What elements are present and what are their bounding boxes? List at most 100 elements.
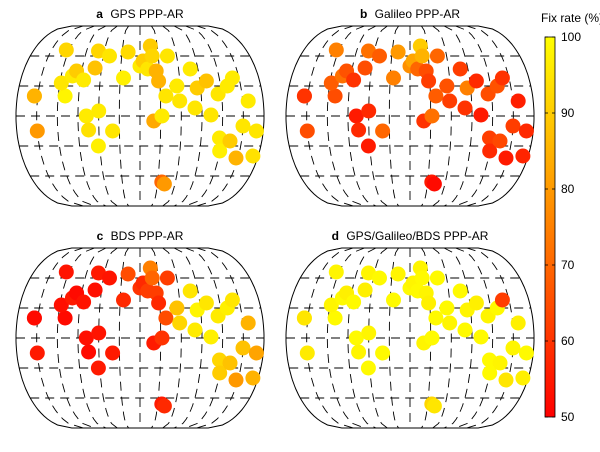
station-marker: [468, 73, 484, 89]
station-marker: [212, 365, 228, 381]
graticule-meridian: [185, 247, 224, 429]
station-marker: [351, 122, 367, 138]
station-marker: [414, 270, 430, 286]
station-marker: [357, 60, 373, 76]
station-marker: [78, 330, 94, 346]
station-marker: [58, 42, 74, 58]
station-marker: [120, 44, 136, 60]
station-marker: [482, 143, 498, 159]
station-marker: [482, 365, 498, 381]
station-marker: [235, 118, 251, 134]
station-marker: [346, 72, 362, 88]
station-marker: [120, 266, 136, 282]
panel-d-title-text: GPS/Galileo/BDS PPP-AR: [346, 229, 488, 243]
station-marker: [414, 48, 430, 64]
station-marker: [187, 322, 203, 338]
station-marker: [182, 61, 198, 77]
colorbar: 100 90 80 70 60 50 Fix rate (%): [541, 11, 600, 424]
station-marker: [457, 322, 473, 338]
graticule-meridian: [196, 247, 244, 429]
panel-d-letter: d: [332, 229, 339, 243]
station-marker: [452, 61, 468, 77]
station-marker: [492, 133, 508, 149]
graticule-meridian: [326, 25, 365, 207]
station-marker: [426, 176, 442, 192]
station-marker: [228, 372, 244, 388]
station-marker: [428, 310, 444, 326]
graticule-meridian: [77, 25, 107, 207]
station-marker: [323, 75, 339, 91]
graticule-meridian: [388, 25, 399, 207]
graticule-meridian: [455, 25, 494, 207]
station-marker: [421, 73, 437, 89]
graticule-meridian: [455, 247, 494, 429]
station-marker: [327, 310, 343, 326]
panel-a-title-text: GPS PPP-AR: [110, 7, 184, 21]
panel-a-map: [15, 25, 265, 207]
station-marker: [228, 150, 244, 166]
station-marker: [182, 283, 198, 299]
station-marker: [90, 360, 106, 376]
graticule-meridian: [347, 25, 377, 207]
graticule-meridian: [118, 247, 129, 429]
colorbar-tick-label: 70: [561, 258, 575, 272]
station-marker: [158, 310, 174, 326]
station-marker: [494, 70, 510, 86]
graticule-meridian: [306, 25, 354, 207]
station-marker: [299, 123, 315, 139]
station-marker: [505, 340, 521, 356]
station-marker: [156, 398, 172, 414]
graticule-meridian: [466, 247, 514, 429]
graticule-meridian: [443, 247, 473, 429]
station-marker: [245, 370, 261, 386]
station-marker: [222, 133, 238, 149]
station-marker: [26, 88, 42, 104]
colorbar-gradient: [544, 36, 556, 418]
station-marker: [198, 295, 214, 311]
station-marker: [57, 88, 73, 104]
station-marker: [429, 48, 445, 64]
colorbar-tick-label: 90: [561, 106, 575, 120]
station-marker: [78, 108, 94, 124]
graticule-meridian: [196, 25, 244, 207]
graticule-meridian: [56, 247, 95, 429]
station-marker: [515, 148, 531, 164]
panel-b-title: b Galileo PPP-AR: [360, 7, 460, 21]
station-marker: [154, 330, 170, 346]
graticule-meridian: [162, 25, 182, 207]
station-marker: [346, 294, 362, 310]
station-marker: [375, 123, 391, 139]
station-marker: [240, 315, 256, 331]
station-marker: [53, 297, 69, 313]
station-marker: [351, 344, 367, 360]
station-marker: [26, 310, 42, 326]
colorbar-ticks: 100 90 80 70 60 50: [545, 30, 581, 424]
station-marker: [87, 60, 103, 76]
station-marker: [296, 310, 312, 326]
station-marker: [76, 72, 92, 88]
panel-a-title: a GPS PPP-AR: [96, 7, 184, 21]
panel-c-title: c BDS PPP-AR: [97, 229, 184, 243]
station-marker: [91, 325, 107, 341]
station-marker: [492, 355, 508, 371]
station-marker: [102, 270, 117, 286]
station-marker: [361, 325, 377, 341]
station-marker: [328, 264, 344, 280]
station-marker: [452, 283, 468, 299]
colorbar-tick-label: 80: [561, 182, 575, 196]
station-marker: [439, 300, 455, 316]
graticule-meridian: [443, 25, 473, 207]
panel-d-map: [285, 247, 535, 429]
station-marker: [222, 355, 238, 371]
station-marker: [169, 300, 185, 316]
station-marker: [518, 345, 534, 361]
station-marker: [457, 100, 473, 116]
colorbar-tick-label: 50: [561, 410, 575, 424]
station-marker: [240, 93, 256, 109]
graticule-meridian: [56, 25, 95, 207]
station-marker: [510, 93, 526, 109]
panel-b-letter: b: [360, 7, 367, 21]
station-marker: [212, 143, 228, 159]
station-marker: [386, 70, 401, 86]
station-marker: [116, 70, 131, 86]
